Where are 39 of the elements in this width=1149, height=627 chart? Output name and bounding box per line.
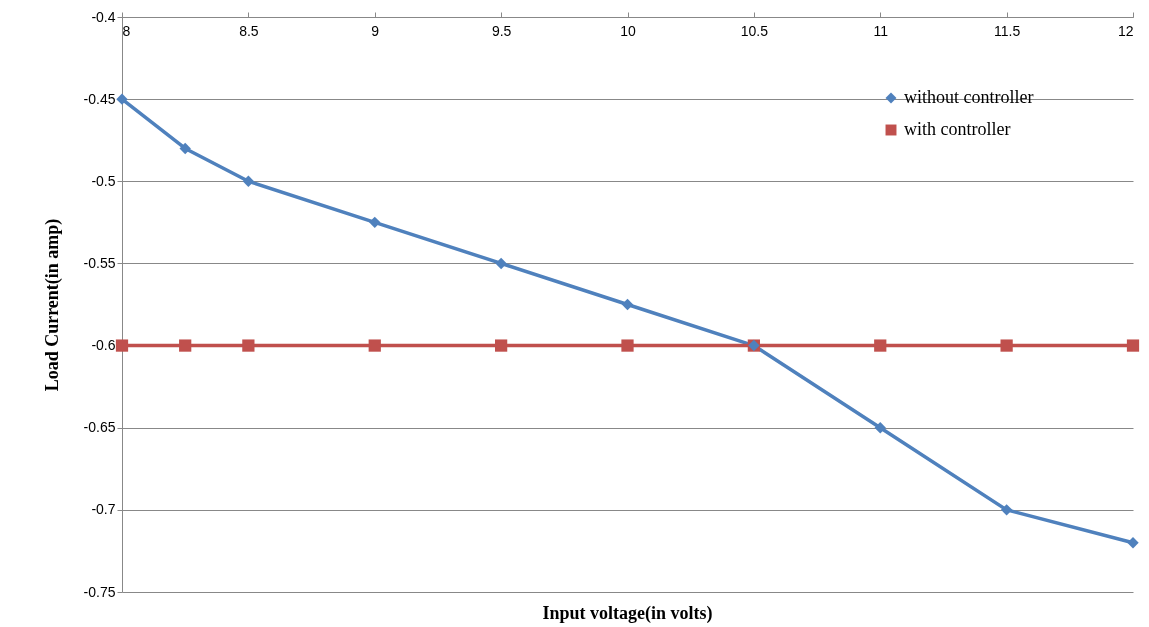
point: [179, 339, 192, 352]
point: [621, 298, 634, 311]
point: [115, 339, 129, 352]
x-tick-label: 11: [873, 22, 889, 39]
point: [116, 93, 128, 105]
point: [1000, 504, 1013, 516]
x-tick-label: 10.5: [740, 22, 769, 39]
point: [495, 339, 508, 352]
y-tick-label: -0.4: [91, 8, 116, 25]
y-axis-title: Load Current(in amp): [41, 218, 63, 392]
y-tick-label: -0.55: [83, 254, 116, 271]
x-tick-label: 9.5: [491, 22, 512, 39]
x-tick-label: 10: [620, 22, 636, 39]
y-tick-label: -0.45: [83, 90, 116, 107]
point: [495, 257, 507, 270]
point: [242, 175, 255, 187]
x-tick-label: 12: [1117, 22, 1134, 39]
y-tick-label: -0.65: [83, 419, 116, 436]
point: [1000, 339, 1013, 352]
point: [1126, 339, 1140, 352]
point: [621, 339, 634, 352]
x-tick-label: 8: [122, 22, 131, 39]
point: [369, 216, 381, 229]
legend-label: without controller: [904, 87, 1034, 107]
y-tick-label: -0.7: [91, 501, 116, 518]
x-tick-label: 8.5: [239, 22, 259, 39]
point: [874, 339, 887, 352]
x-tick-label: 9: [371, 22, 380, 39]
legend-label: with controller: [904, 119, 1011, 139]
point: [179, 142, 191, 155]
point: [874, 422, 886, 434]
point: [242, 339, 255, 352]
point: [1127, 537, 1139, 549]
point: [368, 339, 381, 352]
x-tick-label: 11.5: [994, 22, 1021, 39]
y-tick-label: -0.6: [91, 337, 116, 354]
x-axis-title: Input voltage(in volts): [542, 603, 713, 624]
y-tick-label: -0.5: [91, 172, 116, 189]
y-tick-label: -0.75: [83, 583, 116, 600]
